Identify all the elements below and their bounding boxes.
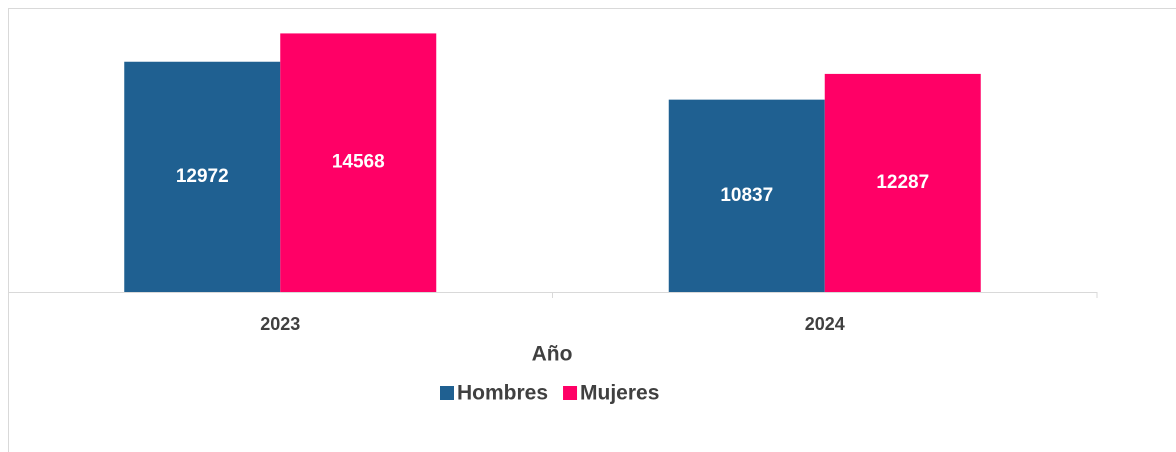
- bar: [280, 33, 437, 292]
- bar: [824, 73, 981, 292]
- bar: [124, 61, 281, 292]
- x-tick-label: 2023: [260, 314, 300, 334]
- bar: [668, 99, 825, 292]
- chart-border: [8, 8, 1176, 452]
- x-axis-title: Año: [532, 343, 573, 366]
- legend-label: Hombres: [457, 382, 548, 405]
- data-label: 12972: [176, 166, 229, 187]
- data-label: 10837: [720, 185, 773, 206]
- legend-swatch: [440, 386, 454, 400]
- x-tick-label: 2024: [805, 314, 845, 334]
- legend-label: Mujeres: [580, 382, 659, 405]
- data-label: 14568: [332, 152, 385, 173]
- data-label: 12287: [876, 172, 929, 193]
- legend-swatch: [563, 386, 578, 400]
